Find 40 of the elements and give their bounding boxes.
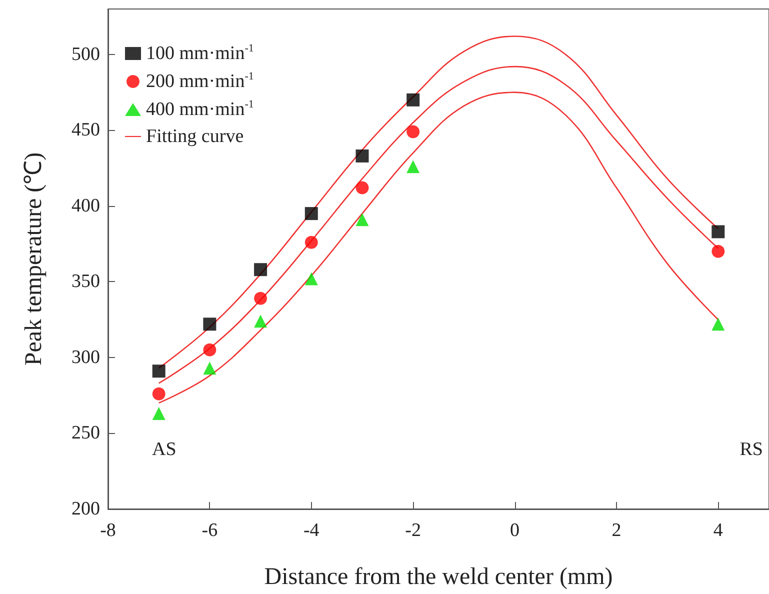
y-tick-label: 400: [72, 195, 100, 216]
y-tick-label: 500: [72, 44, 100, 65]
point: [254, 263, 268, 276]
annotation: RS: [740, 439, 764, 460]
point: [254, 314, 268, 328]
point: [406, 93, 420, 106]
point: [304, 272, 318, 286]
point: [712, 225, 725, 238]
point: [356, 181, 369, 194]
annotation: AS: [152, 439, 176, 460]
point: [254, 292, 268, 305]
y-tick-label: 300: [72, 346, 100, 368]
x-tick-label: -4: [303, 520, 320, 541]
point: [152, 387, 166, 400]
y-axis-title: Peak temperature (℃): [21, 152, 47, 366]
point: [203, 343, 216, 356]
legend-label: Fitting curve: [146, 126, 244, 147]
y-tick-label: 350: [72, 271, 100, 292]
point: [406, 125, 420, 138]
point: [152, 407, 166, 420]
point: [152, 364, 166, 378]
x-tick-label: 0: [510, 520, 520, 541]
x-tick-label: -8: [100, 520, 116, 541]
point: [203, 318, 216, 331]
point: [406, 160, 420, 174]
point: [356, 149, 369, 162]
point: [304, 207, 318, 220]
point: [712, 244, 725, 258]
y-tick-label: 250: [72, 422, 100, 444]
point: [304, 236, 318, 249]
x-tick-label: -2: [405, 520, 421, 541]
y-tick-label: 450: [72, 120, 100, 141]
x-tick-label: -6: [202, 520, 218, 541]
x-tick-label: 4: [713, 520, 724, 541]
point: [203, 362, 216, 375]
point: [712, 318, 725, 331]
x-tick-label: 2: [612, 520, 622, 541]
x-axis-title: Distance from the weld center (mm): [264, 564, 613, 590]
y-tick-label: 200: [72, 498, 100, 520]
point: [356, 213, 369, 226]
